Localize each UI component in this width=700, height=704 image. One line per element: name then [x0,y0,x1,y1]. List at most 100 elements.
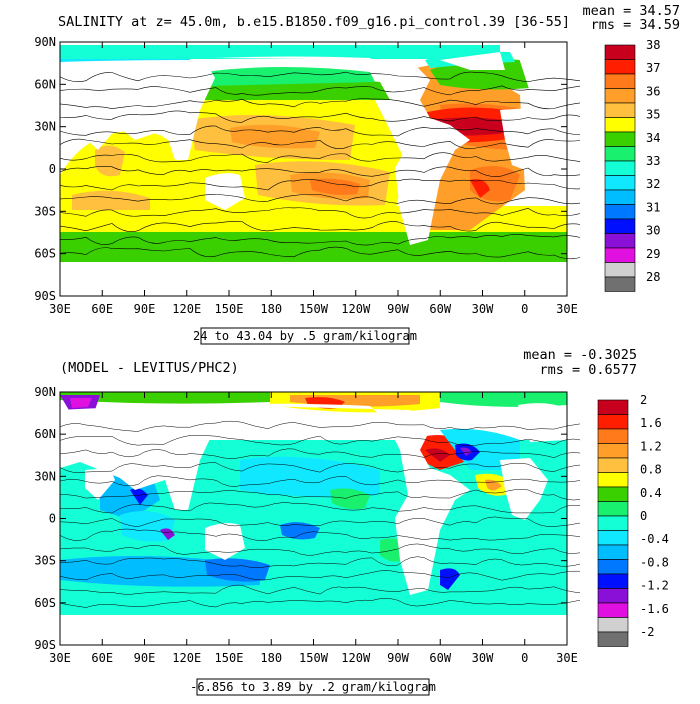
panel2-colorbar-swatch [597,515,629,531]
panel1-map [59,42,581,296]
contour-line [59,462,581,474]
panel2-mean: mean = -0.3025 [523,347,637,363]
panel1-colorbar-label: 34 [646,131,660,145]
panel1-x-tick-label: 90W [387,302,409,316]
panel2-colorbar-swatch [597,414,629,430]
panel1-y-tick-label: 90N [34,35,56,49]
panel2-y-tick-label: 90S [34,638,56,652]
panel2-colorbar-swatch [597,530,629,546]
contour-line [59,448,581,459]
panel2-range-caption: -6.856 to 3.89 by .2 gram/kilogram [190,680,436,694]
contour-line [59,489,581,501]
panel2-x-tick-label: 90W [387,651,409,665]
contour-line [59,193,581,205]
panel1-y-tick-label: 60S [34,247,56,261]
panel1-colorbar-swatch [604,44,636,60]
panel1-y-axis: 90N 60N 30N 0 30S 60S 90S [34,35,567,303]
panel1-colorbar-swatch [604,102,636,118]
panel1-x-tick-label: 0 [521,302,528,316]
panel1-x-tick-label: 90E [134,302,156,316]
panel2-y-tick-label: 90N [34,385,56,399]
panel1-x-tick-label: 120E [172,302,201,316]
contour-line [59,435,581,447]
contour-line [59,543,581,556]
panel2-colorbar-swatch [597,602,629,618]
panel2-colorbar-swatch [597,428,629,444]
panel1-colorbar-swatch [604,233,636,249]
panel1-x-tick-label: 150W [299,302,329,316]
panel1-colorbar-swatch [604,262,636,278]
panel1-x-tick-label: 30W [472,302,494,316]
panel2-x-tick-label: 60E [91,651,113,665]
panel2-colorbar-label: 2 [640,393,647,407]
panel1-x-tick-label: 180 [260,302,282,316]
contour-line [59,234,581,246]
contour-line [59,584,581,595]
contour-line [59,207,581,219]
panel2-colorbar-swatch [597,399,629,415]
panel1-colorbar-swatch [604,175,636,191]
contour-line [59,110,581,123]
panel2-colorbar-swatch [597,631,629,647]
panel2-y-tick-label: 30N [34,469,56,483]
contour-line [59,125,581,137]
contour-line [59,475,581,487]
panel2-colorbar-swatch [597,457,629,473]
panel2-y-tick-label: 0 [49,512,56,526]
panel2-map [59,392,581,645]
panel1-colorbar-swatch [604,131,636,147]
panel1-colorbar-swatch [604,218,636,234]
panel2-colorbar-label: -0.4 [640,532,669,546]
panel1-x-tick-label: 60E [91,302,113,316]
panel1-colorbar-swatch [604,189,636,205]
panel1-colorbar-label: 33 [646,154,660,168]
panel2-y-tick-label: 60S [34,596,56,610]
panel2-colorbar-label: -0.8 [640,555,669,569]
panel2-colorbar-label: 1.2 [640,439,662,453]
panel2-x-tick-label: 120E [172,651,201,665]
panel2-x-tick-label: 30W [472,651,494,665]
panel1-y-tick-label: 30S [34,204,56,218]
contour-line [59,598,581,608]
panel2-y-axis: 90N 60N 30N 0 30S 60S 90S [34,385,567,652]
panel1-colorbar-swatch [604,117,636,133]
panel2-colorbar-swatch [597,617,629,633]
contour-line [59,98,581,110]
panel2-x-tick-label: 30E [49,651,71,665]
panel2-colorbar-swatch [597,472,629,488]
panel1-y-tick-label: 60N [34,77,56,91]
panel2-y-tick-label: 30S [34,554,56,568]
contour-line [59,570,581,581]
panel1-colorbar-label: 31 [646,200,660,214]
panel2-colorbar-swatch [597,443,629,459]
contour-line [59,420,581,432]
panel1-colorbar-swatch [604,160,636,176]
panel2-x-tick-label: 150W [299,651,329,665]
panel1-colorbar-swatch [604,88,636,104]
contour-line [59,556,581,568]
panel2-x-tick-label: 90E [134,651,156,665]
panel1-colorbar-label: 32 [646,177,660,191]
panel1-colorbar-swatch [604,276,636,292]
panel1-colorbar-label: 37 [646,61,660,75]
panel1-y-tick-label: 0 [49,162,56,176]
panel1-x-axis: 30E 60E 90E 120E 150E 180 150W 120W 90W 60W 30W 0 30… [49,42,578,316]
panel2-colorbar-label: 1.6 [640,416,662,430]
panel2-colorbar-label: 0.4 [640,486,662,500]
panel2-colorbar-swatch [597,588,629,604]
contour-line [59,528,581,541]
panel1-colorbar-swatch [604,247,636,263]
panel1-colorbar-label: 30 [646,224,660,238]
contour-line [59,246,581,260]
panel1-x-tick-label: 120W [341,302,371,316]
contour-line [59,221,581,232]
panel1-rms: rms = 34.59 [591,17,680,33]
contour-line [59,502,581,514]
panel-salinity: SALINITY at z= 45.0m, b.e15.B1850.f09_g1… [34,3,680,345]
contour-line [59,138,581,150]
panel2-y-tick-label: 60N [34,427,56,441]
panel1-mean: mean = 34.57 [582,3,680,19]
panel2-x-tick-label: 30E [556,651,578,665]
panel1-x-tick-label: 60W [429,302,451,316]
